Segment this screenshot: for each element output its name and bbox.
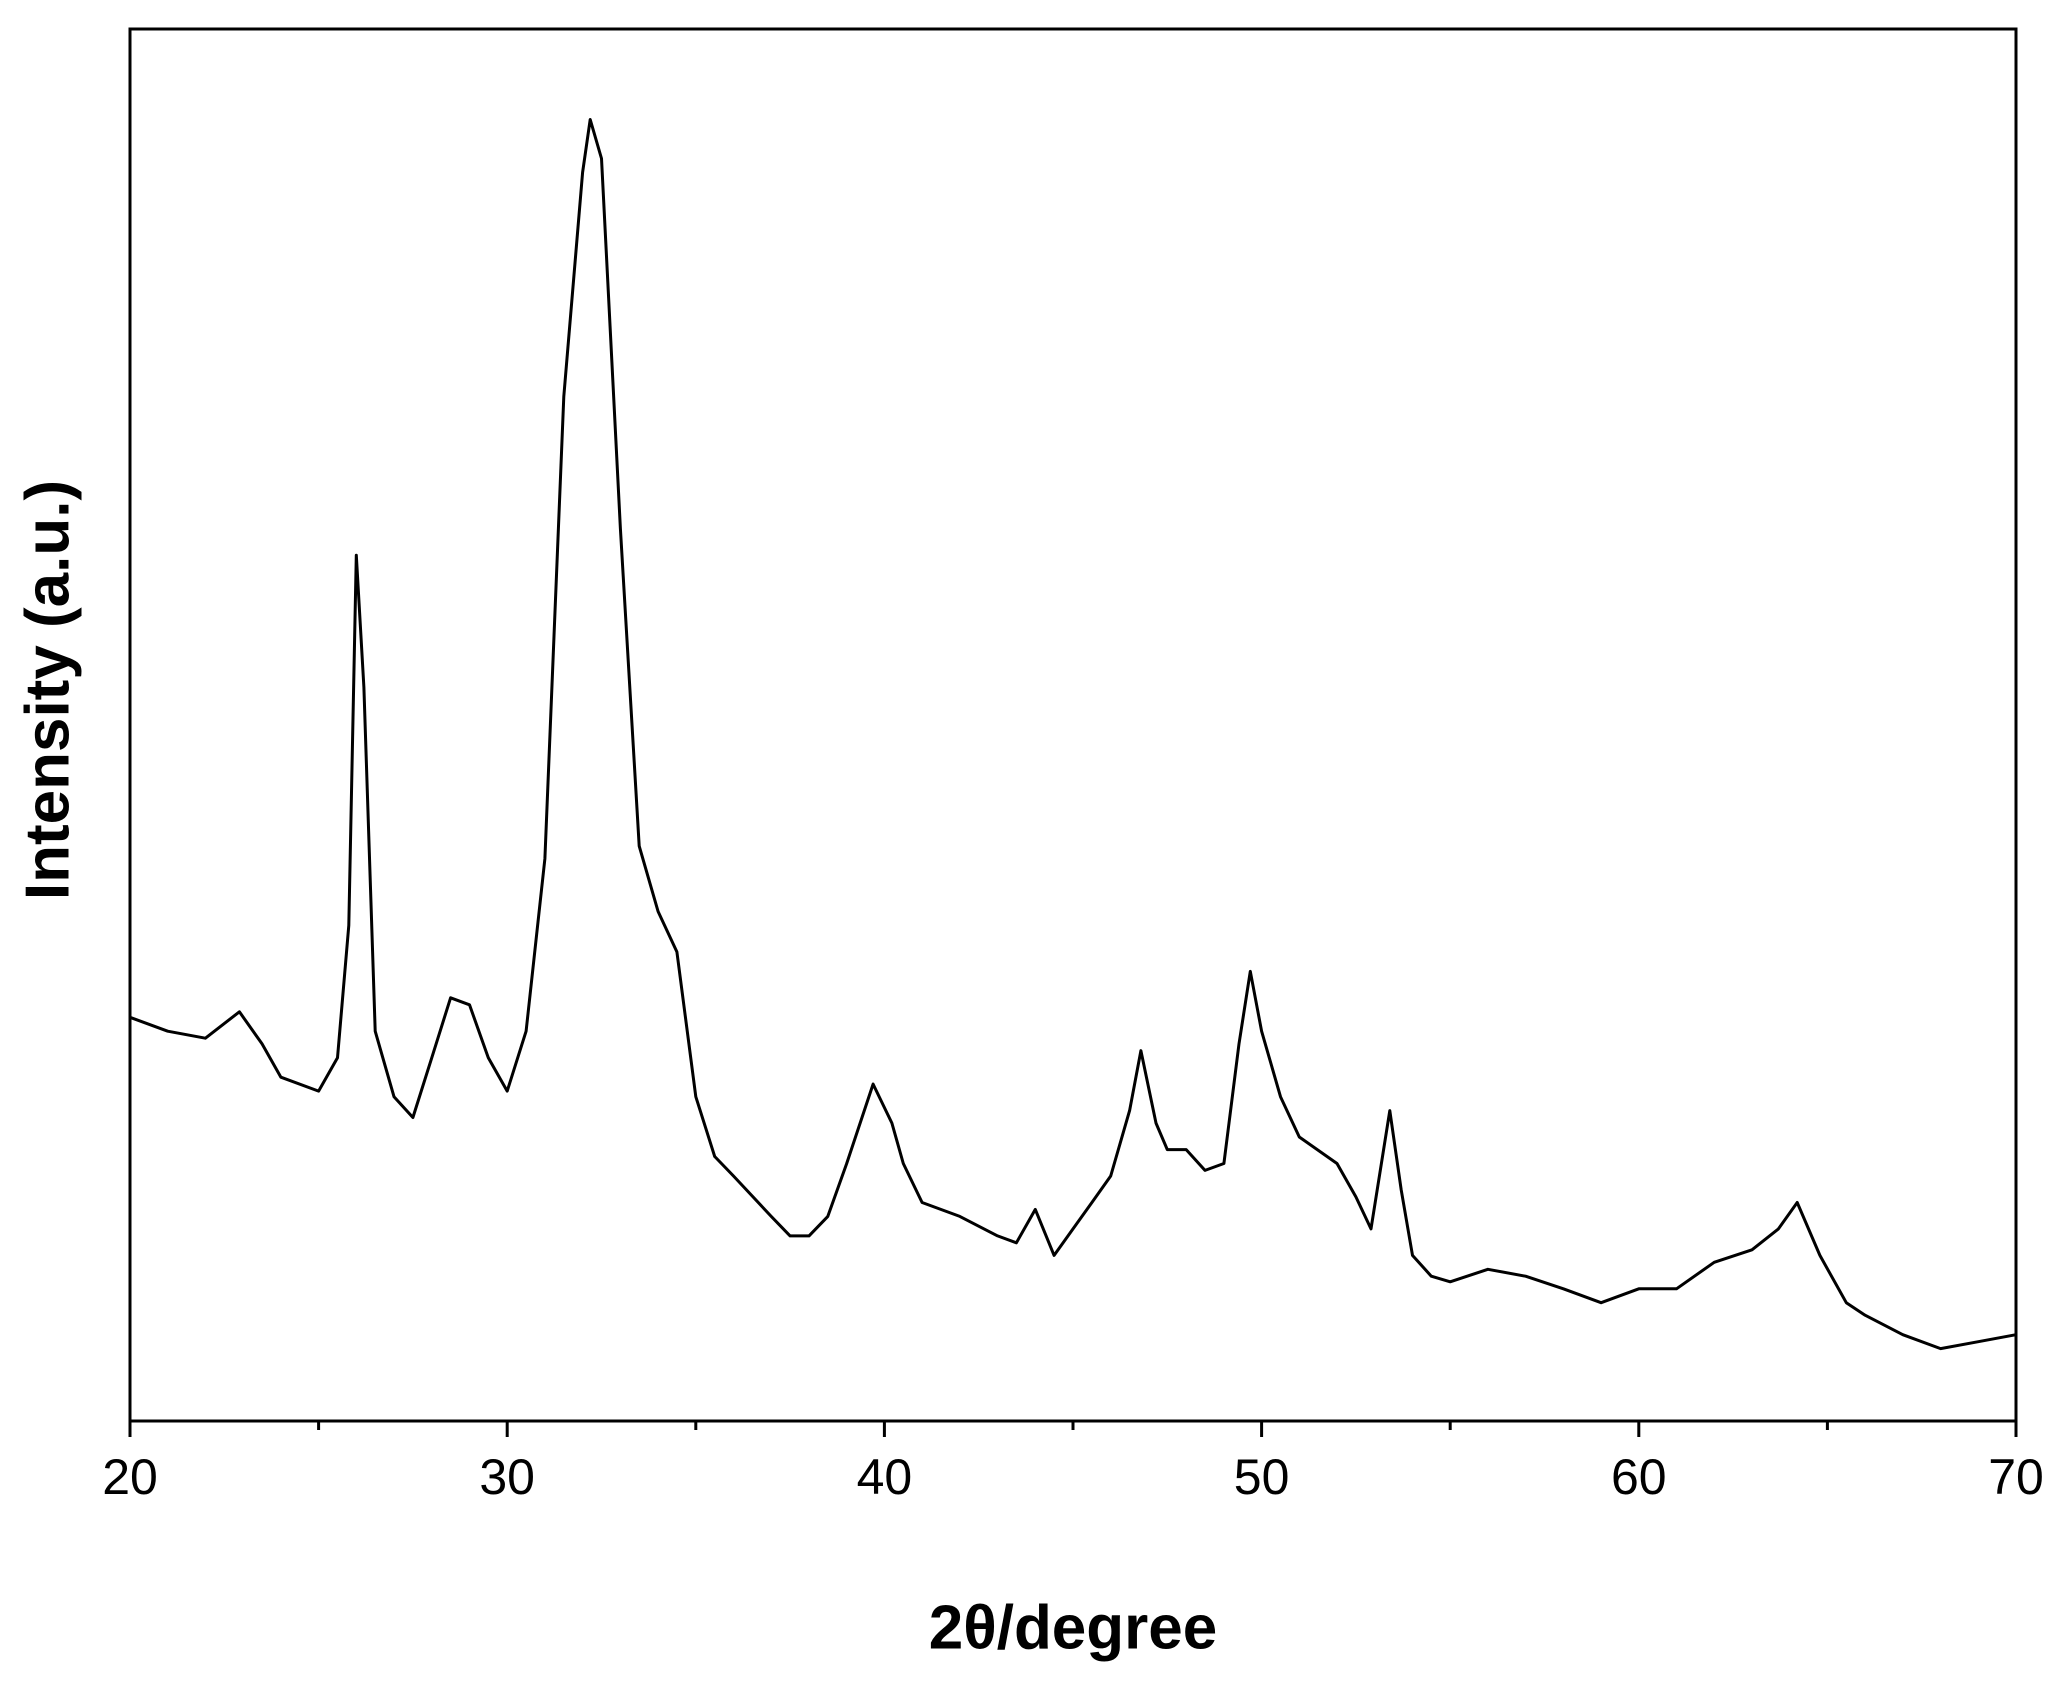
x-tick-label: 20 xyxy=(102,1449,158,1505)
x-tick-label: 30 xyxy=(479,1449,535,1505)
x-tick-label: 40 xyxy=(857,1449,913,1505)
y-axis-title: Intensity (a.u.) xyxy=(13,480,82,900)
x-tick-label: 70 xyxy=(1988,1449,2044,1505)
plot-frame xyxy=(128,27,2018,1423)
x-tick-label: 60 xyxy=(1611,1449,1667,1505)
x-axis-title: 2θ/degree xyxy=(929,1593,1218,1662)
x-tick-label: 50 xyxy=(1234,1449,1290,1505)
data-line xyxy=(129,118,2017,1351)
